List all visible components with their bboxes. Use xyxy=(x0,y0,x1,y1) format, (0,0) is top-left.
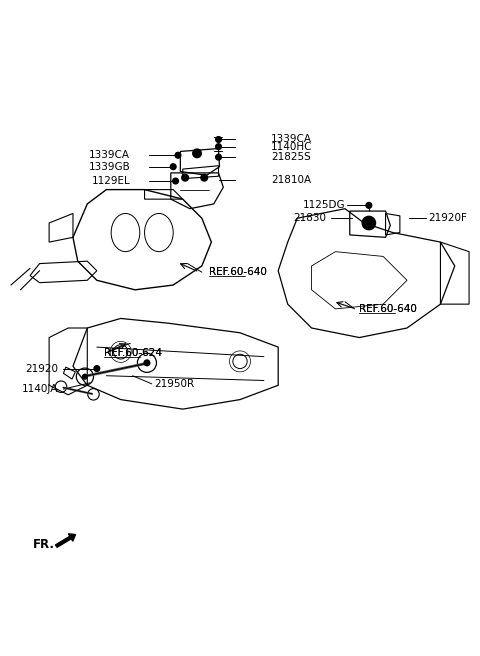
Circle shape xyxy=(216,154,221,160)
Text: 1339GB: 1339GB xyxy=(88,161,130,172)
Text: 1129EL: 1129EL xyxy=(92,176,130,186)
Text: 21920: 21920 xyxy=(25,363,59,373)
Text: REF.60-640: REF.60-640 xyxy=(209,267,267,277)
Text: REF.60-640: REF.60-640 xyxy=(360,304,417,314)
Text: 1125DG: 1125DG xyxy=(302,200,345,211)
Circle shape xyxy=(362,216,375,230)
Circle shape xyxy=(193,149,201,157)
Circle shape xyxy=(216,144,221,150)
Text: REF.60-640: REF.60-640 xyxy=(209,267,267,277)
Circle shape xyxy=(182,174,189,181)
Circle shape xyxy=(170,164,176,169)
Text: 21920F: 21920F xyxy=(429,213,468,223)
Circle shape xyxy=(365,219,372,227)
FancyArrow shape xyxy=(56,534,75,547)
Text: 21810A: 21810A xyxy=(271,175,311,185)
Circle shape xyxy=(366,203,372,208)
Text: 1140JA: 1140JA xyxy=(22,384,59,394)
Circle shape xyxy=(216,136,221,142)
Text: 1339CA: 1339CA xyxy=(271,134,312,144)
Text: REF.60-640: REF.60-640 xyxy=(360,304,417,314)
Text: 1140HC: 1140HC xyxy=(271,142,312,152)
Text: 21825S: 21825S xyxy=(271,152,311,162)
Circle shape xyxy=(144,360,150,365)
Text: FR.: FR. xyxy=(33,538,54,550)
Circle shape xyxy=(175,152,181,158)
Text: REF.60-624: REF.60-624 xyxy=(104,348,162,358)
Text: REF.60-624: REF.60-624 xyxy=(104,348,162,358)
Text: 1339CA: 1339CA xyxy=(89,150,130,160)
Circle shape xyxy=(94,365,100,371)
Text: 21950R: 21950R xyxy=(154,379,194,389)
Circle shape xyxy=(173,178,179,184)
Circle shape xyxy=(195,151,199,155)
Text: 21830: 21830 xyxy=(293,213,326,223)
Circle shape xyxy=(83,375,87,379)
Circle shape xyxy=(201,174,207,181)
